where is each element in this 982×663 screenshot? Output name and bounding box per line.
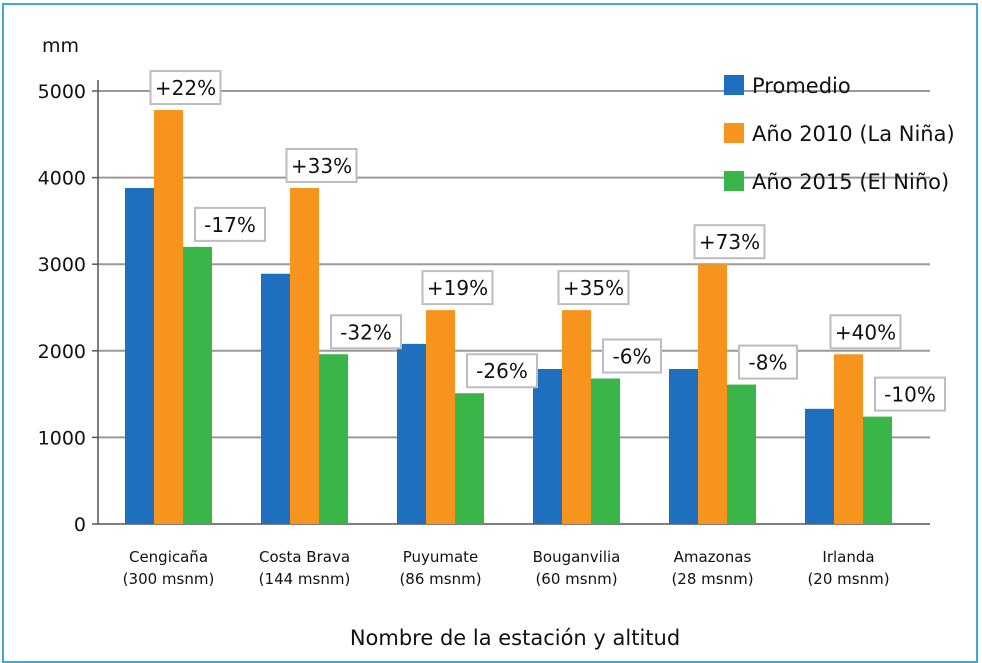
percent-label-text: -32% xyxy=(340,320,392,344)
category-label: Bouganvilia xyxy=(533,548,621,566)
category-altitude-label: (28 msnm) xyxy=(671,570,753,588)
percent-label: -10% xyxy=(874,376,946,412)
bar-promedio xyxy=(805,408,834,524)
category-label: Costa Brava xyxy=(259,548,350,566)
y-tick-label: 0 xyxy=(74,514,86,536)
percent-label-box xyxy=(149,70,222,106)
axes: 0 1000 2000 3000 4000 5000 xyxy=(38,80,930,536)
legend-swatch xyxy=(724,171,744,191)
percent-label-box xyxy=(738,344,798,380)
percent-label-box xyxy=(285,147,358,183)
percent-label: +35% xyxy=(557,270,630,306)
category-altitude-label: (60 msnm) xyxy=(535,570,617,588)
bar-ano-2015 xyxy=(863,416,892,524)
category-labels: Cengicaña (300 msnm) Costa Brava (144 msnm)… xyxy=(123,548,890,588)
percent-label-text: -6% xyxy=(613,345,652,369)
percent-label-box xyxy=(602,338,662,374)
bar-promedio xyxy=(533,368,562,524)
y-tick-label: 3000 xyxy=(38,254,86,276)
percent-label: -8% xyxy=(738,344,798,380)
y-tick-label: 2000 xyxy=(38,341,86,363)
percent-label-text: +35% xyxy=(563,276,624,300)
percent-label-box xyxy=(829,314,902,350)
bar-ano-2010 xyxy=(290,187,319,524)
bar-ano-2010 xyxy=(426,310,455,524)
percent-label-text: +19% xyxy=(427,276,488,300)
bar-ano-2010 xyxy=(698,264,727,524)
bar-ano-2015 xyxy=(455,393,484,524)
legend: Promedio Año 2010 (La Niña) Año 2015 (El N… xyxy=(724,74,955,194)
bar-ano-2015 xyxy=(591,378,620,524)
percent-label: -17% xyxy=(194,206,266,242)
percent-label: +73% xyxy=(693,224,766,260)
percent-label-box xyxy=(557,270,630,306)
bar-ano-2015 xyxy=(727,384,756,524)
percent-label: -26% xyxy=(466,353,538,389)
percent-label: -6% xyxy=(602,338,662,374)
bar-promedio xyxy=(669,368,698,524)
percent-label: +22% xyxy=(149,70,222,106)
percent-label-text: -8% xyxy=(749,351,788,375)
percent-label-text: -26% xyxy=(476,359,528,383)
percent-label-text: +40% xyxy=(835,320,896,344)
percent-label-box xyxy=(693,224,766,260)
percent-label: -32% xyxy=(330,314,402,350)
y-tick-label: 5000 xyxy=(38,81,86,103)
category-altitude-label: (86 msnm) xyxy=(399,570,481,588)
percent-label: +33% xyxy=(285,147,358,183)
bars xyxy=(125,110,892,524)
percent-label-text: -10% xyxy=(884,383,936,407)
percent-label-box xyxy=(194,206,266,242)
bar-ano-2010 xyxy=(834,354,863,524)
category-altitude-label: (300 msnm) xyxy=(123,570,215,588)
bar-ano-2015 xyxy=(183,246,212,524)
category-label: Irlanda xyxy=(822,548,874,566)
legend-swatch xyxy=(724,123,744,143)
x-axis-label: Nombre de la estación y altitud xyxy=(350,626,680,650)
legend-label: Año 2010 (La Niña) xyxy=(752,122,955,146)
bar-promedio xyxy=(261,273,290,524)
percent-label-text: -17% xyxy=(204,213,256,237)
percent-label-box xyxy=(330,314,402,350)
category-label: Puyumate xyxy=(403,548,479,566)
percent-label-box xyxy=(421,270,494,306)
legend-label: Promedio xyxy=(752,74,851,98)
category-altitude-label: (20 msnm) xyxy=(807,570,889,588)
legend-label: Año 2015 (El Niño) xyxy=(752,170,949,194)
category-label: Cengicaña xyxy=(129,548,208,566)
category-label: Amazonas xyxy=(674,548,752,566)
percent-label-box xyxy=(466,353,538,389)
percent-label: +19% xyxy=(421,270,494,306)
y-tick-label: 4000 xyxy=(38,168,86,190)
bar-promedio xyxy=(397,343,426,524)
bar-promedio xyxy=(125,187,154,524)
legend-swatch xyxy=(724,75,744,95)
y-axis-label: mm xyxy=(42,35,79,57)
bar-ano-2010 xyxy=(154,110,183,524)
bar-annotations: +22% -17% +33% -32% +19% -26% +35% -6% +73% -8% +4… xyxy=(149,70,946,412)
percent-label-text: +22% xyxy=(155,76,216,100)
percent-label-text: +73% xyxy=(699,230,760,254)
percent-label-text: +33% xyxy=(291,154,352,178)
bar-ano-2015 xyxy=(319,354,348,524)
bar-ano-2010 xyxy=(562,310,591,524)
percent-label-box xyxy=(874,376,946,412)
category-altitude-label: (144 msnm) xyxy=(259,570,351,588)
percent-label: +40% xyxy=(829,314,902,350)
y-tick-label: 1000 xyxy=(38,427,86,449)
